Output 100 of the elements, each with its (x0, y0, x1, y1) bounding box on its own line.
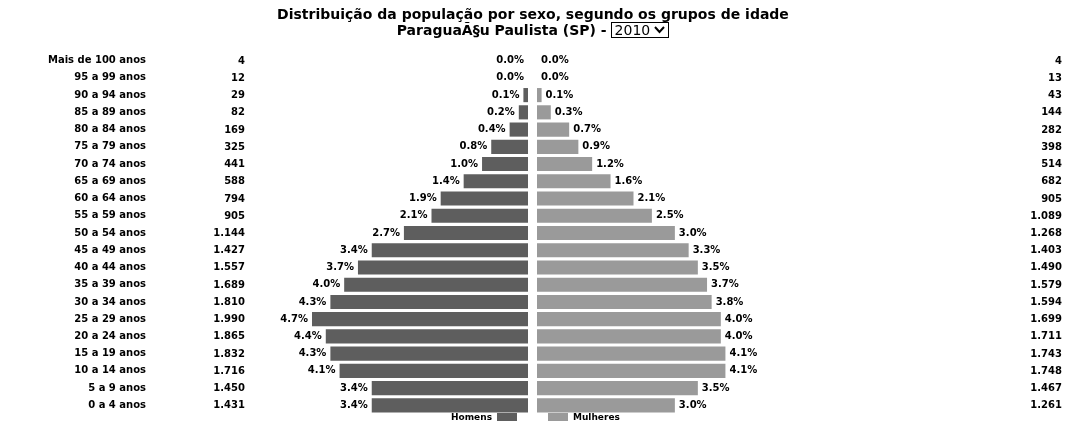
y-tick-label: 40 a 44 anos (74, 261, 147, 273)
text: 1.427 (213, 244, 245, 257)
text: 4 (1055, 54, 1062, 67)
bar (537, 156, 593, 172)
bar (344, 277, 528, 292)
text: 13 (1048, 71, 1062, 84)
data-label: 3.4% (340, 381, 368, 393)
text: 682 (1041, 175, 1062, 188)
chart-title: Distribuição da população por sexo, segundo os grupos de idade (276, 6, 790, 22)
text: 1.403 (1030, 244, 1062, 257)
data-label: 4.3% (298, 295, 327, 307)
data-label: 0.0% (541, 54, 569, 66)
y-tick-label: 85 a 89 anos (74, 105, 147, 117)
text: 514 (1041, 158, 1062, 171)
data-label: 0.1% (545, 88, 574, 100)
y-tick-label: 55 a 59 anos (74, 209, 147, 221)
text: 1.865 (213, 330, 245, 343)
text: 1.810 (213, 295, 245, 308)
data-label: 3.8% (715, 295, 744, 307)
text: 905 (1041, 192, 1062, 205)
data-label: 0.1% (491, 88, 520, 100)
data-label: 2.7% (372, 226, 400, 238)
bar (537, 346, 726, 361)
bar (537, 139, 579, 154)
text: 1.594 (1030, 295, 1062, 308)
text: 82 (231, 106, 245, 119)
data-label: 4.4% (294, 330, 322, 342)
bar (518, 105, 528, 120)
text: 794 (224, 192, 245, 205)
text: 1.832 (213, 347, 245, 360)
bar (537, 294, 712, 310)
bar (431, 208, 528, 223)
bar (330, 346, 528, 361)
bar (339, 363, 528, 378)
bar (537, 363, 726, 378)
text: 282 (1041, 123, 1062, 136)
text: 1.557 (213, 261, 245, 274)
text: 144 (1041, 106, 1062, 119)
bar (537, 381, 698, 396)
text: 1.716 (213, 364, 245, 377)
bar (537, 329, 721, 344)
text: 1.689 (213, 278, 245, 291)
data-label: 3.0% (678, 226, 707, 238)
bar (491, 139, 528, 154)
text: 29 (231, 89, 245, 102)
y-tick-label: 95 a 99 anos (74, 71, 147, 83)
bar (403, 225, 528, 241)
data-label: 0.3% (554, 105, 583, 117)
text: 12 (231, 71, 245, 84)
text: 1.699 (1030, 313, 1062, 326)
y-tick-label: 50 a 54 anos (74, 226, 147, 238)
data-label: 3.5% (701, 381, 730, 393)
legend-label: Homens (451, 412, 492, 422)
y-tick-label: 75 a 79 anos (74, 140, 147, 152)
text: 1.261 (1030, 399, 1062, 412)
bar (371, 243, 528, 258)
data-label: 1.2% (596, 157, 624, 169)
data-label: 0.4% (477, 123, 506, 135)
data-label: 2.1% (399, 209, 428, 221)
legend-label: Mulheres (573, 412, 620, 422)
y-tick-label: 5 a 9 anos (88, 381, 147, 393)
y-tick-label: 60 a 64 anos (74, 192, 147, 204)
y-tick-label: 45 a 49 anos (74, 243, 147, 255)
data-label: 4.0% (724, 330, 753, 342)
data-label: 1.6% (614, 174, 643, 186)
text: 1.490 (1030, 261, 1062, 274)
y-tick-label: 35 a 39 anos (74, 278, 147, 290)
bar (537, 243, 689, 258)
y-tick-label: 25 a 29 anos (74, 312, 147, 324)
text: 43 (1048, 89, 1062, 102)
data-label: 3.7% (326, 261, 354, 273)
text: 905 (224, 209, 245, 222)
bar (537, 260, 698, 275)
data-label: 0.8% (459, 140, 488, 152)
text: 1.431 (213, 399, 245, 412)
text: 169 (224, 123, 245, 136)
bar (537, 174, 611, 189)
data-label: 0.7% (573, 123, 601, 135)
y-tick-label: 70 a 74 anos (74, 157, 147, 169)
data-label: 3.7% (711, 278, 739, 290)
data-label: 4.0% (724, 312, 753, 324)
text: 441 (224, 158, 245, 171)
text: 588 (224, 175, 245, 188)
bar (537, 277, 708, 292)
y-tick-label: 10 a 14 anos (74, 364, 147, 376)
data-label: 4.1% (729, 364, 758, 376)
text: 1.579 (1030, 278, 1062, 291)
data-label: 3.3% (692, 243, 721, 255)
y-tick-label: 80 a 84 anos (74, 123, 147, 135)
text: 1.990 (213, 313, 245, 326)
bar (357, 260, 528, 275)
data-label: 2.1% (637, 192, 666, 204)
data-label: 4.1% (307, 364, 336, 376)
y-tick-label: 65 a 69 anos (74, 174, 147, 186)
data-label: 3.0% (678, 398, 707, 410)
text: 1.089 (1030, 209, 1062, 222)
bar (523, 88, 528, 103)
text: 1.711 (1030, 330, 1062, 343)
text: 325 (224, 140, 245, 153)
y-tick-label: 90 a 94 anos (74, 88, 147, 100)
